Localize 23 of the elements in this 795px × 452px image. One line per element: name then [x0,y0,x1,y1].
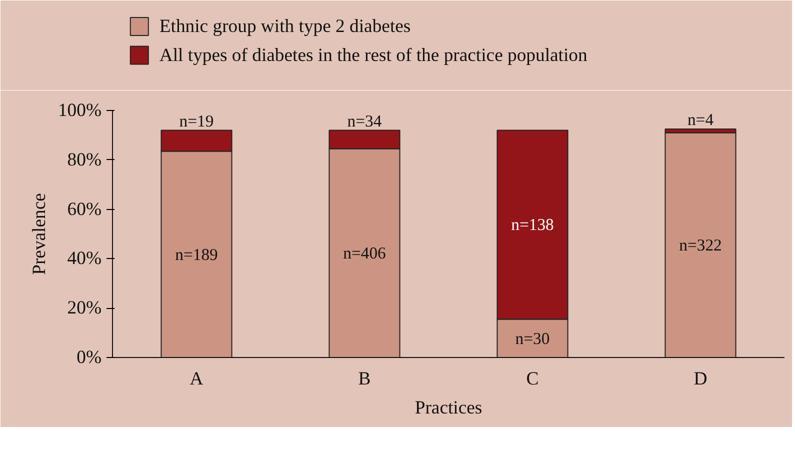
legend-label: All types of diabetes in the rest of the practice population [159,44,588,66]
x-tick-label: D [694,368,708,390]
legend-label: Ethnic group with type 2 diabetes [159,16,411,37]
y-tick-label: 80% [67,149,102,170]
y-tick-label: 40% [67,248,102,270]
x-tick-label: C [526,368,539,390]
y-tick-label: 60% [67,198,102,220]
y-tick-label: 0% [76,347,102,368]
x-tick-label: B [358,368,371,390]
annotation: n=138 [511,215,554,234]
annotation: n=189 [175,244,218,264]
annotation: n=4 [687,110,714,130]
y-tick-label: 20% [67,298,102,319]
y-axis-title: Prevalence [28,193,50,275]
x-axis-title: Practices [414,398,482,418]
x-tick-label: A [190,368,204,390]
y-tick-label: 100% [58,100,102,121]
annotation: n=19 [179,111,214,130]
annotation: n=406 [343,244,386,263]
annotation: n=322 [679,236,722,255]
annotation: n=30 [515,328,550,348]
annotation: n=34 [347,111,382,130]
bar [664,132,736,358]
